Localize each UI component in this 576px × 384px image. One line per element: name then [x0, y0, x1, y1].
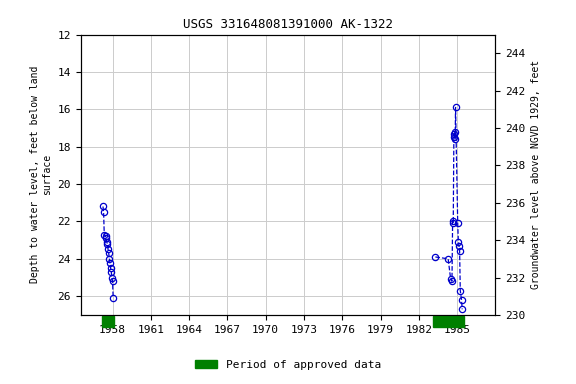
Bar	[434, 316, 464, 328]
Title: USGS 331648081391000 AK-1322: USGS 331648081391000 AK-1322	[183, 18, 393, 31]
Y-axis label: Depth to water level, feet below land
surface: Depth to water level, feet below land su…	[31, 66, 52, 283]
Y-axis label: Groundwater level above NGVD 1929, feet: Groundwater level above NGVD 1929, feet	[531, 60, 541, 289]
Legend: Period of approved data: Period of approved data	[191, 356, 385, 375]
Bar	[102, 316, 114, 328]
